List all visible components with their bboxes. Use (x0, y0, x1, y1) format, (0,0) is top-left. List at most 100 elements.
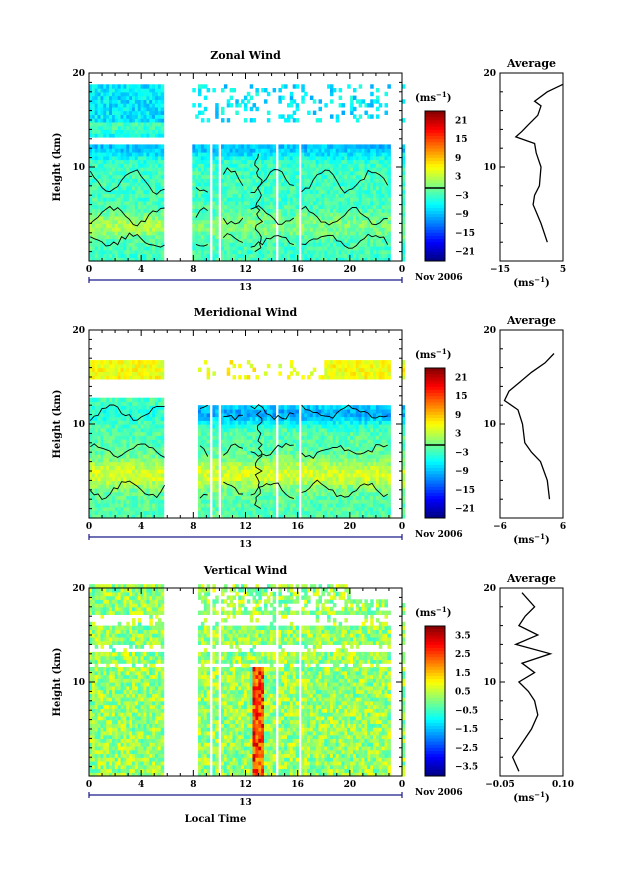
heatmap-cell (289, 212, 294, 217)
heatmap-cell (309, 257, 314, 262)
heatmap-cell (243, 170, 248, 176)
heatmap-cell (106, 238, 110, 243)
heatmap-cell (252, 197, 256, 202)
heatmap-cell (221, 484, 225, 489)
heatmap-cell (97, 91, 102, 97)
heatmap-cell (235, 215, 239, 221)
heatmap-cell (264, 174, 268, 179)
heatmap-cell (143, 446, 147, 451)
heatmap-cell (221, 223, 225, 228)
heatmap-cell (212, 189, 216, 194)
heatmap-cell (134, 487, 139, 493)
heatmap-cell (149, 480, 153, 485)
heatmap-cell (232, 363, 236, 369)
heatmap-cell (281, 223, 285, 228)
heatmap-cell (235, 204, 239, 209)
heatmap-cell (91, 129, 96, 134)
heatmap-cell (155, 454, 159, 459)
colorbar-tick-label: −3 (455, 191, 469, 201)
heatmap-cell (155, 212, 159, 217)
heatmap-cell (309, 219, 314, 224)
heatmap-cell (152, 129, 156, 134)
heatmap-cell (318, 182, 322, 187)
heatmap-cell (143, 189, 147, 194)
heatmap-cell (152, 167, 156, 172)
heatmap-cell (129, 223, 133, 228)
heatmap-cell (401, 174, 406, 179)
heatmap-cell (353, 95, 357, 100)
heatmap-cell (335, 230, 340, 236)
heatmap-cell (143, 499, 147, 504)
heatmap-cell (198, 499, 202, 504)
heatmap-cell (155, 208, 159, 213)
heatmap-cell (100, 223, 104, 228)
heatmap-cell (198, 167, 202, 172)
heatmap-cell (106, 159, 110, 164)
heatmap-cell (140, 91, 145, 97)
heatmap-cell (327, 163, 331, 168)
heatmap-cell (221, 424, 225, 429)
heatmap-cell (361, 99, 366, 104)
heatmap-cell (152, 457, 156, 463)
heatmap-cell (341, 219, 345, 224)
heatmap-cell (238, 155, 242, 161)
heatmap-cell (157, 371, 162, 376)
heatmap-cell (120, 212, 125, 217)
heatmap-cell (100, 133, 104, 138)
heatmap-cell (140, 84, 145, 89)
heatmap-cell (155, 491, 159, 497)
heatmap-cell (206, 510, 211, 515)
heatmap-cell (387, 212, 391, 217)
heatmap-cell (358, 223, 363, 228)
heatmap-cell (347, 178, 351, 183)
heatmap-cell (318, 212, 322, 217)
heatmap-cell (103, 506, 107, 512)
colorbar-segment (425, 167, 445, 171)
heatmap-cell (367, 200, 371, 206)
heatmap-cell (91, 193, 96, 198)
heatmap-cell (364, 189, 368, 194)
heatmap-cell (284, 182, 288, 187)
heatmap-cell (143, 193, 147, 198)
heatmap-cell (152, 253, 156, 258)
heatmap-cell (155, 238, 159, 243)
heatmap-cell (123, 106, 127, 112)
heatmap-cell (258, 200, 262, 206)
heatmap-cell (160, 412, 165, 418)
heatmap-cell (238, 223, 242, 228)
heatmap-cell (238, 148, 242, 153)
heatmap-cell (235, 472, 239, 478)
heatmap-cell (350, 182, 354, 187)
heatmap-cell (235, 163, 239, 168)
heatmap-cell (238, 484, 242, 489)
heatmap-cell (335, 242, 340, 247)
heatmap-cell (106, 223, 110, 228)
heatmap-cell (126, 397, 130, 403)
heatmap-cell (89, 178, 93, 183)
heatmap-cell (255, 152, 259, 157)
heatmap-cell (401, 200, 406, 206)
heatmap-cell (89, 215, 93, 221)
heatmap-cell (258, 249, 262, 255)
heatmap-cell (126, 178, 130, 183)
heatmap-cell (129, 401, 133, 406)
heatmap-cell (143, 424, 147, 429)
heatmap-cell (246, 148, 251, 153)
heatmap-cell (255, 249, 259, 255)
heatmap-cell (324, 208, 328, 213)
heatmap-cell (272, 185, 277, 191)
heatmap-cell (198, 159, 202, 164)
heatmap-cell (114, 152, 119, 157)
heatmap-cell (140, 457, 145, 463)
heatmap-cell (100, 253, 104, 258)
heatmap-cell (361, 230, 366, 236)
heatmap-cell (321, 234, 325, 240)
heatmap-cell (123, 409, 127, 414)
heatmap-cell (281, 238, 285, 243)
heatmap-cell (146, 200, 150, 206)
heatmap-cell (221, 238, 225, 243)
heatmap-cell (215, 257, 219, 262)
heatmap-cell (120, 249, 125, 255)
heatmap-cell (100, 499, 104, 504)
heatmap-cell (155, 118, 159, 123)
